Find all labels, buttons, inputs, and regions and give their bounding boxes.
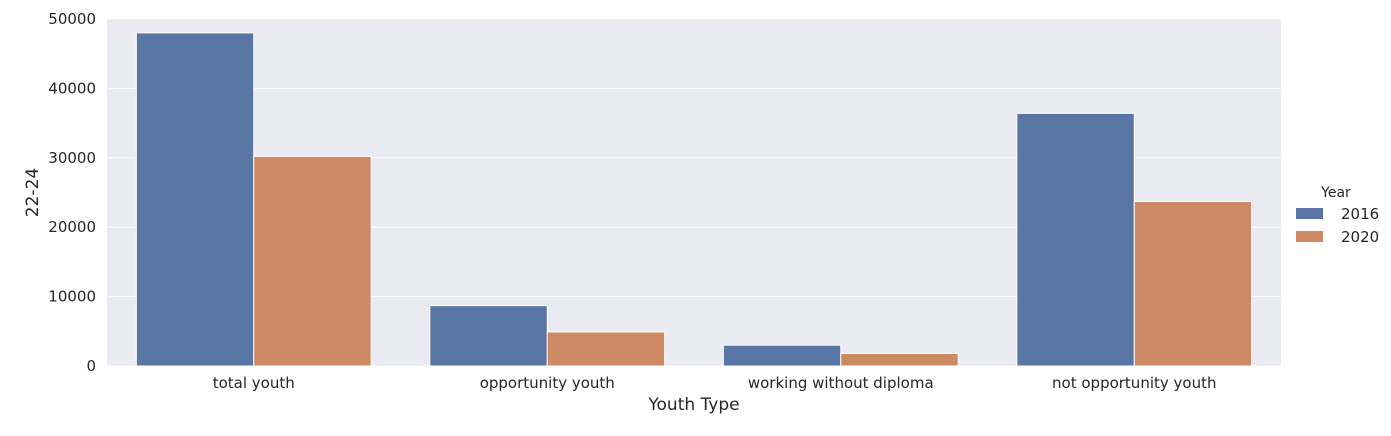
bars — [135, 32, 1253, 367]
y-tick-label: 20000 — [48, 218, 96, 236]
x-tick-label: opportunity youth — [480, 374, 615, 392]
y-tick-label: 50000 — [48, 10, 96, 28]
y-tick-label: 10000 — [48, 288, 96, 306]
bar-2020-2 — [840, 353, 959, 367]
x-tick-label: total youth — [213, 374, 295, 392]
bar-2020-0 — [253, 155, 372, 367]
y-tick-label: 0 — [86, 357, 96, 375]
x-axis-title: Youth Type — [647, 395, 739, 415]
bar-2016-2 — [722, 344, 842, 367]
x-tick-label: working without diploma — [748, 374, 934, 392]
bar-2016-3 — [1016, 112, 1135, 367]
x-tick-label: not opportunity youth — [1052, 374, 1216, 392]
bar-2016-1 — [429, 305, 548, 367]
legend-label-2020: 2020 — [1341, 228, 1379, 246]
bar-2016-0 — [135, 32, 255, 367]
y-tick-labels: 0 10000 20000 30000 40000 50000 — [48, 10, 96, 375]
legend: Year 2016 2020 — [1296, 185, 1379, 246]
bar-2020-1 — [546, 331, 666, 367]
legend-swatch-2020 — [1296, 231, 1323, 242]
legend-title: Year — [1320, 185, 1351, 201]
x-tick-labels: total youth opportunity youth working with… — [213, 374, 1217, 392]
y-axis-title: 22-24 — [23, 168, 43, 217]
legend-label-2016: 2016 — [1341, 205, 1379, 223]
y-tick-label: 30000 — [48, 149, 96, 167]
legend-swatch-2016 — [1296, 208, 1323, 219]
y-tick-label: 40000 — [48, 79, 96, 97]
bar-2020-3 — [1133, 201, 1253, 367]
